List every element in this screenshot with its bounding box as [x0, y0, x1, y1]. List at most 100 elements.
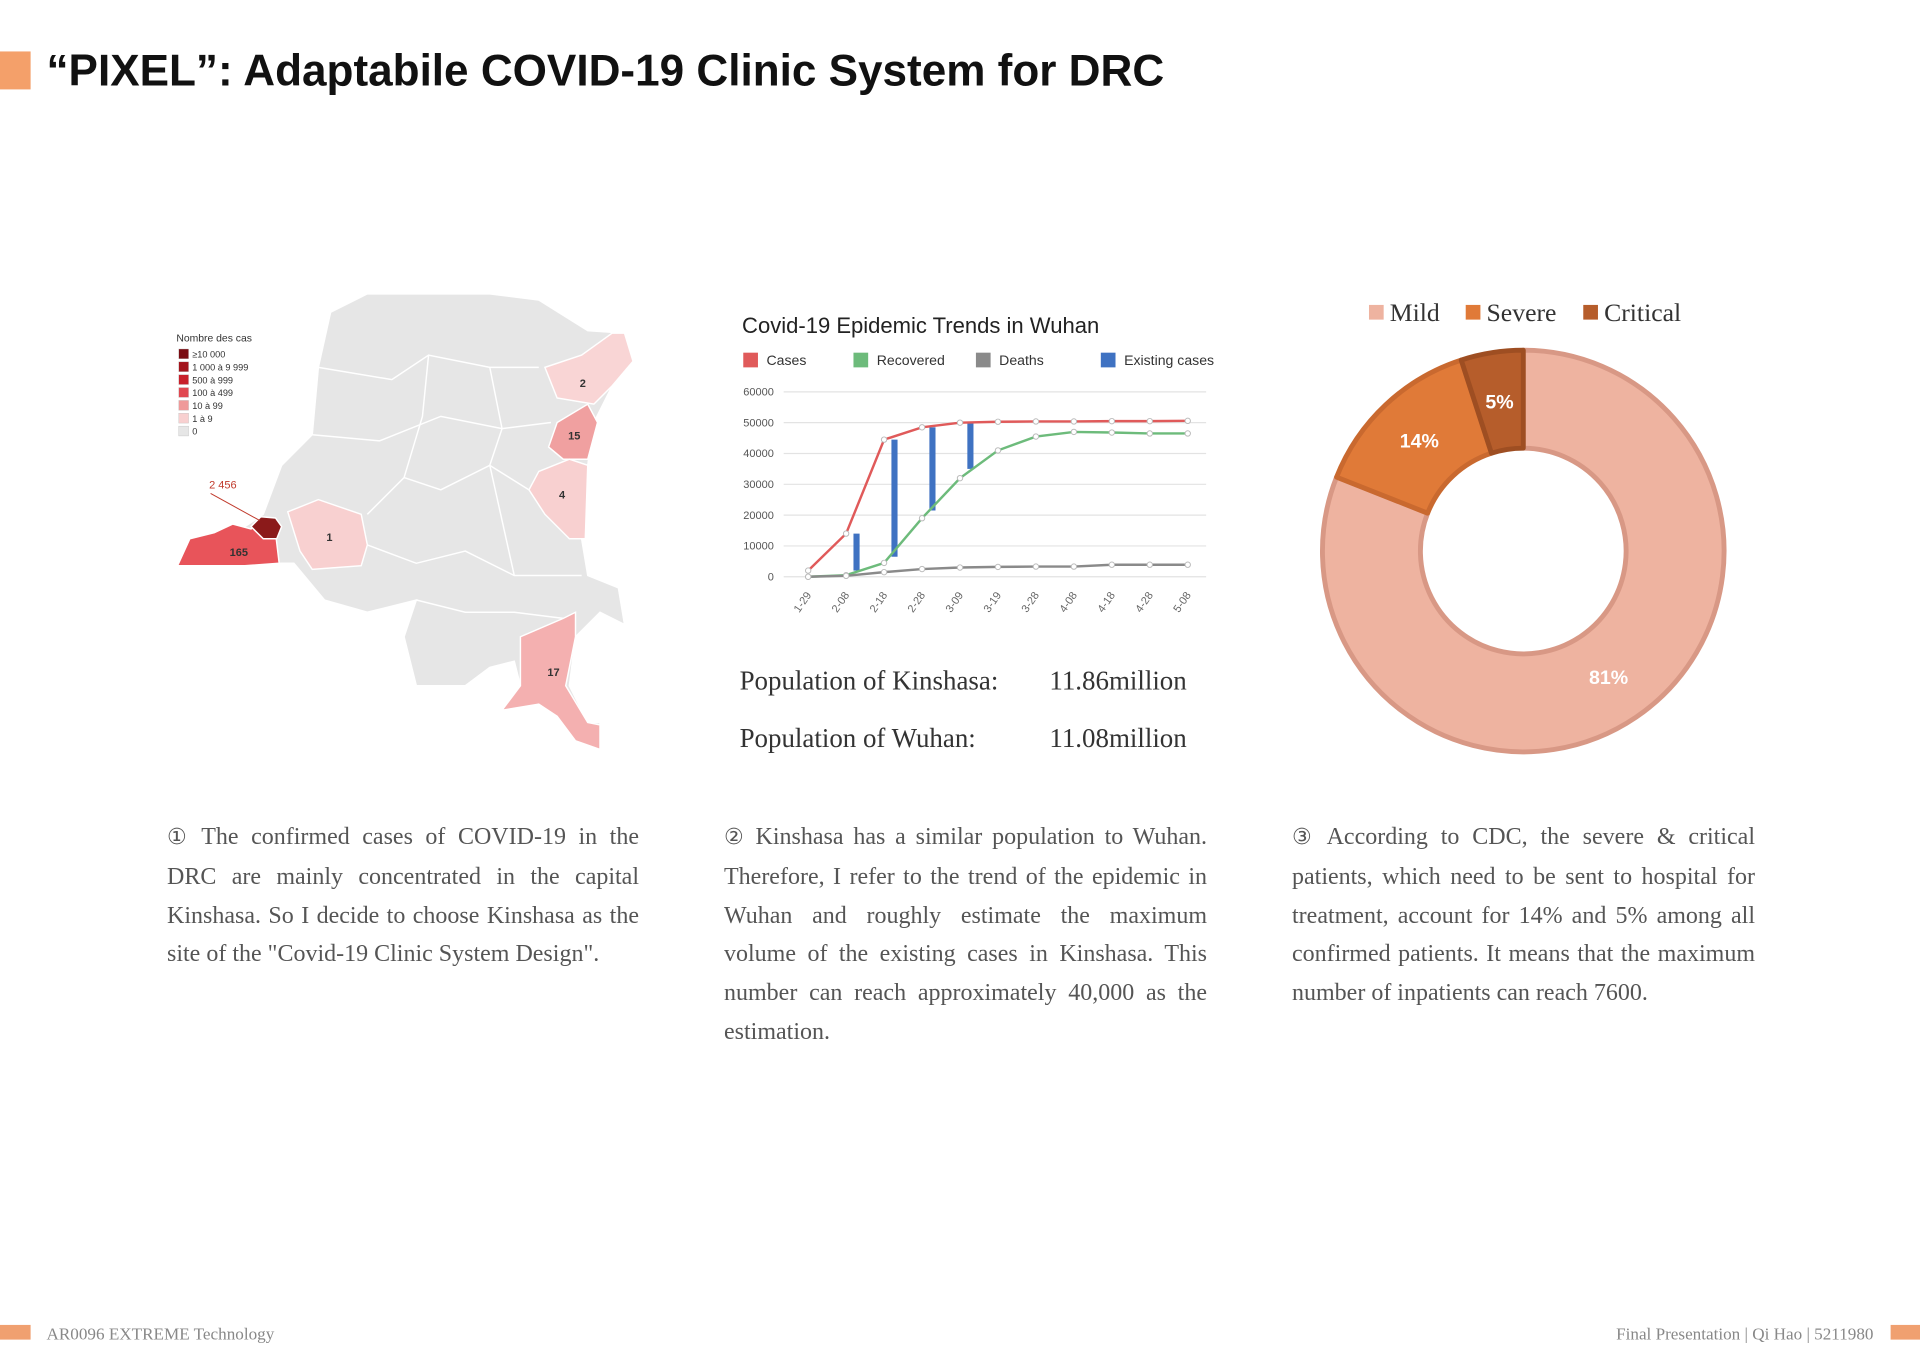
point [956, 419, 964, 426]
x-tick-label: 4-18 [1095, 590, 1117, 615]
point [842, 572, 850, 580]
title-accent [0, 51, 31, 90]
legend-label: Deaths [999, 352, 1044, 368]
point [956, 564, 964, 571]
map-legend-title: Nombre des cas [176, 334, 252, 345]
population-value: 11.08million [1049, 723, 1187, 753]
map-legend-label: ≥10 000 [192, 350, 225, 360]
footer-accent [0, 1324, 31, 1340]
x-tick-label: 3-28 [1020, 590, 1042, 615]
map-legend-swatch [178, 374, 189, 385]
point [918, 424, 926, 431]
map-label: 1 [326, 532, 332, 544]
donut-slice [1458, 347, 1526, 456]
map-legend-swatch [178, 387, 189, 398]
paragraph: ② Kinshasa has a similar population to Wu… [724, 818, 1207, 1052]
point [1032, 563, 1040, 570]
point [1184, 430, 1191, 437]
legend-swatch [1465, 304, 1481, 320]
population-label: Population of Wuhan: [740, 723, 976, 753]
legend-swatch [853, 352, 869, 368]
x-tick-label: 3-19 [982, 590, 1004, 615]
x-tick-label: 2-08 [830, 590, 852, 615]
map-legend-label: 100 à 499 [192, 388, 233, 398]
x-tick-label: 1-29 [792, 590, 814, 615]
existing-bar [967, 422, 974, 469]
y-tick-label: 40000 [743, 448, 774, 460]
y-tick-label: 0 [768, 571, 774, 583]
map [176, 293, 634, 751]
point [1146, 430, 1153, 437]
slice-label: 14% [1400, 431, 1439, 453]
map-legend-label: 1 000 à 9 999 [192, 362, 248, 372]
legend-swatch [1100, 352, 1116, 368]
chart-title: Covid-19 Epidemic Trends in Wuhan [742, 313, 1099, 338]
legend-swatch [1583, 304, 1598, 320]
footer-accent [1890, 1324, 1920, 1340]
map-legend-label: 1 à 9 [192, 414, 212, 424]
map-legend-label: 0 [192, 427, 197, 437]
map-legend-swatch [178, 361, 189, 372]
y-tick-label: 20000 [743, 510, 774, 522]
map-legend-label: 10 à 99 [192, 401, 223, 411]
population-value: 11.86million [1049, 665, 1187, 695]
paragraph-number: ③ [1292, 825, 1319, 850]
point [1108, 417, 1116, 425]
legend-label: Existing cases [1124, 352, 1214, 368]
point [1070, 563, 1078, 570]
map-legend-label: 500 à 999 [192, 375, 233, 385]
point [918, 565, 926, 573]
x-tick-label: 4-08 [1058, 590, 1080, 615]
point [842, 530, 850, 537]
map-label: 15 [568, 431, 580, 443]
paragraph-text: The confirmed cases of COVID-19 in the D… [167, 824, 639, 968]
point [804, 573, 812, 580]
map-legend-swatch [178, 413, 189, 424]
map-label: 17 [547, 667, 559, 679]
x-tick-label: 4-28 [1133, 590, 1155, 615]
paragraph-number: ② [724, 825, 748, 850]
y-tick-label: 10000 [743, 541, 774, 553]
point [1070, 428, 1078, 436]
map-legend-swatch [178, 400, 189, 411]
point [880, 436, 888, 443]
point [1070, 418, 1078, 425]
x-tick-label: 2-18 [868, 590, 890, 615]
paragraph-number: ① [167, 825, 194, 850]
y-tick-label: 30000 [743, 479, 774, 491]
x-tick-label: 5-08 [1171, 590, 1193, 615]
point [1032, 433, 1040, 440]
paragraph: ① The confirmed cases of COVID-19 in the … [167, 818, 639, 974]
point [1146, 561, 1153, 568]
paragraph: ③ According to CDC, the severe & critical… [1292, 818, 1755, 1013]
point [804, 567, 812, 574]
paragraph-text: Kinshasa has a similar population to Wuh… [724, 824, 1207, 1045]
point [1108, 429, 1116, 436]
x-tick-label: 2-28 [906, 590, 928, 615]
legend-swatch [1368, 304, 1384, 320]
legend-swatch [743, 352, 758, 368]
point [918, 515, 926, 522]
legend-label: Mild [1390, 298, 1440, 327]
legend-label: Severe [1487, 298, 1557, 327]
point [880, 568, 888, 576]
callout-line [210, 493, 260, 521]
legend-label: Critical [1604, 298, 1681, 327]
legend-swatch [975, 352, 991, 368]
point [1108, 561, 1116, 568]
point [1184, 417, 1191, 425]
map-legend-swatch [178, 348, 189, 359]
point [1184, 561, 1191, 568]
point [1146, 417, 1153, 425]
existing-bar [853, 533, 860, 571]
series-line [807, 419, 1188, 572]
existing-bar [891, 439, 898, 557]
map-label: 2 456 [209, 480, 237, 492]
paragraph-text: According to CDC, the severe & critical … [1292, 824, 1755, 1007]
point [956, 474, 964, 482]
x-tick-label: 3-09 [944, 590, 966, 615]
y-tick-label: 50000 [743, 417, 774, 429]
donut-slice [1320, 347, 1727, 755]
title: “PIXEL”: Adaptabile COVID-19 Clinic Syst… [47, 47, 1165, 96]
